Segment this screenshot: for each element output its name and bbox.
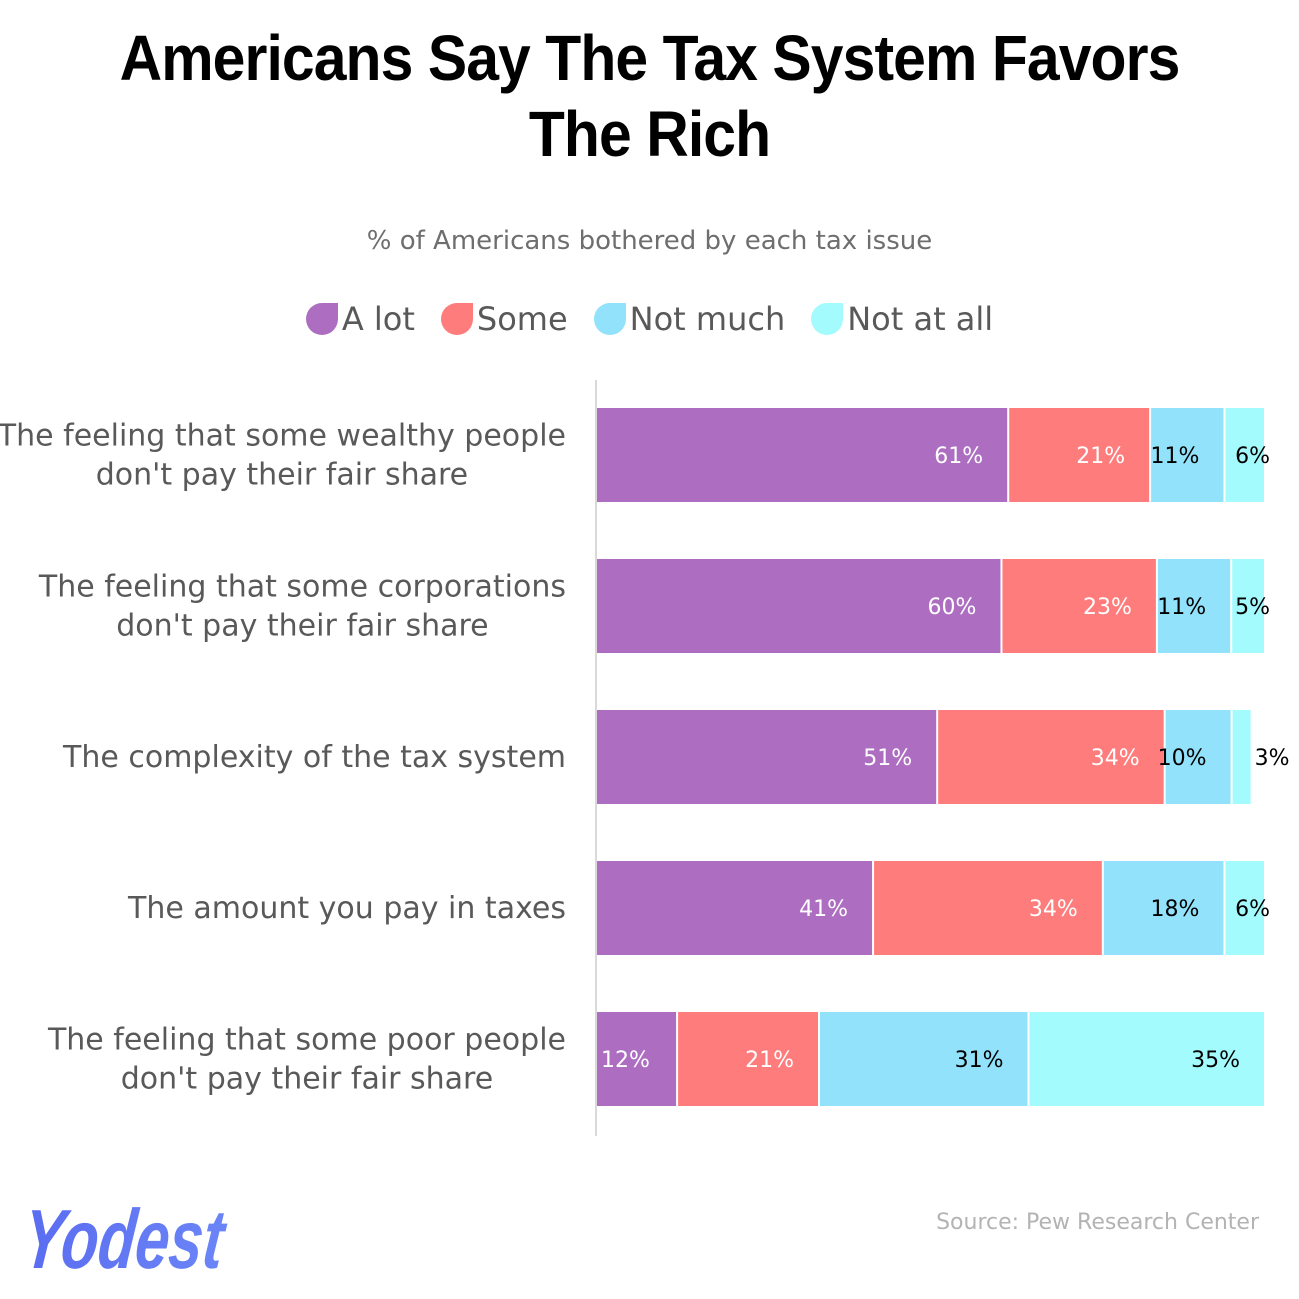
category-label: don't pay their fair share — [116, 609, 488, 644]
bar-segment — [597, 408, 1008, 502]
data-label: 41% — [799, 897, 848, 922]
legend-item-not-at-all: Not at all — [811, 300, 993, 338]
chart-subtitle: % of Americans bothered by each tax issu… — [366, 226, 933, 256]
category-label: don't pay their fair share — [121, 1062, 493, 1097]
legend-swatch-some — [440, 303, 473, 335]
legend-swatch-a-lot — [305, 303, 338, 335]
data-label: 18% — [1151, 897, 1200, 922]
data-label: 12% — [601, 1048, 650, 1073]
data-label: 23% — [1083, 595, 1132, 620]
category-label: The feeling that some wealthy people — [0, 419, 566, 454]
bar-segment — [597, 710, 937, 804]
legend-label-some: Some — [476, 300, 568, 338]
legend-swatch-not-much — [593, 303, 626, 335]
bar-segment — [820, 1012, 1028, 1106]
data-label: 21% — [745, 1048, 794, 1073]
yodest-logo: Yodest — [19, 1180, 242, 1294]
bar-segment — [1103, 861, 1224, 955]
category-label: The complexity of the tax system — [62, 740, 566, 775]
bar-segment — [938, 710, 1164, 804]
data-label: 31% — [955, 1048, 1004, 1073]
bar-segment — [1009, 408, 1150, 502]
chart-legend: A lot Some Not much Not at all — [0, 300, 1299, 338]
category-label: The feeling that some poor people — [47, 1023, 566, 1058]
data-label: 11% — [1157, 595, 1206, 620]
bar-segment — [1225, 861, 1264, 955]
chart-title: Americans Say The Tax System Favors The … — [52, 20, 1247, 172]
data-label: 11% — [1151, 444, 1200, 469]
data-label: 10% — [1158, 746, 1207, 771]
data-label: 61% — [934, 444, 983, 469]
logo-text: Yodest — [22, 1192, 231, 1286]
bar-segment — [1002, 559, 1156, 653]
data-label: 60% — [928, 595, 977, 620]
legend-item-not-much: Not much — [593, 300, 786, 338]
data-label: 51% — [863, 746, 912, 771]
bar-segment — [1232, 710, 1251, 804]
bar-segment — [1029, 1012, 1264, 1106]
legend-label-not-at-all: Not at all — [847, 300, 994, 338]
data-label: 34% — [1029, 897, 1078, 922]
data-label: 3% — [1255, 746, 1290, 771]
data-label: 5% — [1235, 595, 1270, 620]
bar-segment — [597, 1012, 677, 1106]
legend-label-a-lot: A lot — [341, 300, 415, 338]
bar-segment — [1225, 408, 1264, 502]
legend-item-a-lot: A lot — [305, 300, 415, 338]
bar-segment — [1151, 408, 1224, 502]
source-note: Source: Pew Research Center — [936, 1210, 1259, 1235]
chart-title-line-1: Americans Say The Tax System Favors — [119, 22, 1181, 94]
category-label: The feeling that some corporations — [38, 570, 566, 605]
legend-swatch-not-at-all — [811, 303, 844, 335]
legend-label-not-much: Not much — [629, 300, 786, 338]
data-label: 35% — [1191, 1048, 1240, 1073]
data-label: 6% — [1235, 444, 1270, 469]
bar-segment — [1232, 559, 1264, 653]
bar-segment — [1157, 559, 1231, 653]
bar-segment — [597, 559, 1001, 653]
category-label: The amount you pay in taxes — [127, 891, 566, 926]
data-label: 21% — [1076, 444, 1125, 469]
data-label: 6% — [1235, 897, 1270, 922]
bar-segment — [1165, 710, 1231, 804]
bar-segment — [678, 1012, 818, 1106]
chart-title-line-2: The Rich — [528, 98, 771, 170]
legend-item-some: Some — [440, 300, 568, 338]
category-label: don't pay their fair share — [96, 458, 468, 493]
bar-segment — [597, 861, 873, 955]
data-label: 34% — [1091, 746, 1140, 771]
bar-segment — [874, 861, 1102, 955]
